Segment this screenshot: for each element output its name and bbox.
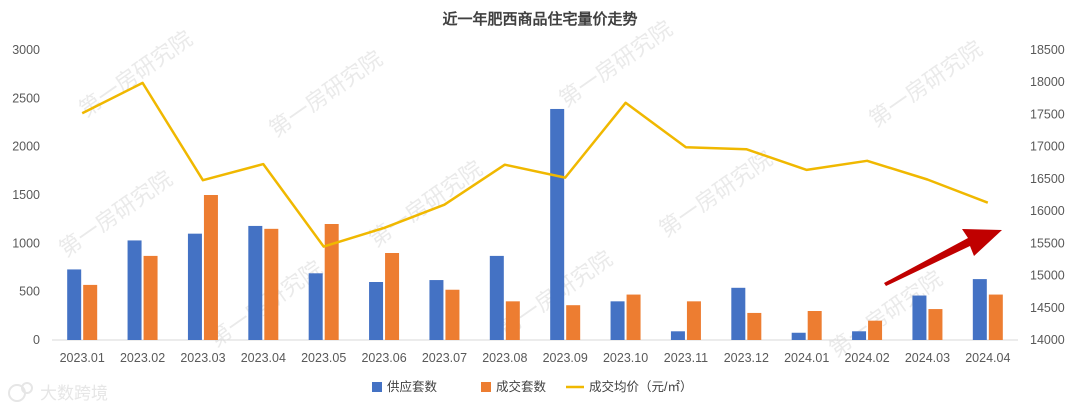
right-tick-label: 18500 xyxy=(1030,43,1065,57)
bar-transaction xyxy=(203,195,218,340)
x-tick-label: 2023.10 xyxy=(603,351,648,365)
bar-transaction xyxy=(324,224,339,340)
bar-transaction xyxy=(264,228,279,340)
bar-supply xyxy=(972,279,987,340)
watermark-text: 第一房研究院 xyxy=(265,47,387,143)
bar-supply xyxy=(187,233,202,340)
left-tick-label: 500 xyxy=(19,285,40,299)
bar-transaction xyxy=(143,255,158,340)
bar-supply xyxy=(550,108,565,340)
right-tick-label: 16000 xyxy=(1030,204,1065,218)
bar-supply xyxy=(489,255,504,340)
left-axis: 3000 2500 2000 1500 1000 500 0 xyxy=(12,43,40,347)
bar-supply xyxy=(731,287,746,340)
bar-supply xyxy=(852,331,867,340)
watermark-text: 第一房研究院 xyxy=(865,37,987,133)
x-tick-label: 2023.03 xyxy=(180,351,225,365)
legend-label: 成交均价（元/㎡） xyxy=(589,379,692,394)
bar-transaction xyxy=(868,320,883,340)
right-tick-label: 16500 xyxy=(1030,172,1065,186)
x-tick-label: 2023.09 xyxy=(543,351,588,365)
bar-transaction xyxy=(566,305,581,340)
x-tick-label: 2023.07 xyxy=(422,351,467,365)
watermark-text: 第一房研究院 xyxy=(365,157,487,253)
right-tick-label: 17000 xyxy=(1030,140,1065,154)
x-tick-label: 2023.08 xyxy=(482,351,527,365)
x-tick-label: 2023.02 xyxy=(120,351,165,365)
bar-transaction xyxy=(445,289,460,340)
bar-supply xyxy=(791,332,806,340)
right-tick-label: 14500 xyxy=(1030,301,1065,315)
left-tick-label: 2000 xyxy=(12,140,40,154)
bar-supply xyxy=(308,273,323,340)
bar-supply xyxy=(248,225,263,340)
chart-title: 近一年肥西商品住宅量价走势 xyxy=(442,10,637,28)
x-tick-label: 2024.01 xyxy=(784,351,829,365)
watermark-text: 第一房研究院 xyxy=(655,147,777,243)
brand-logo: 大数跨境 xyxy=(8,382,108,404)
bar-transaction xyxy=(686,301,701,340)
legend-swatch xyxy=(481,382,491,392)
bars-layer xyxy=(67,108,1003,340)
line-layer xyxy=(81,81,989,248)
x-tick-label: 2023.01 xyxy=(60,351,105,365)
bar-supply xyxy=(429,280,444,340)
right-tick-label: 15000 xyxy=(1030,269,1065,283)
bar-supply xyxy=(912,295,927,340)
left-tick-label: 1000 xyxy=(12,236,40,250)
watermark-text: 第一房研究院 xyxy=(55,167,177,263)
legend-swatch xyxy=(372,382,382,392)
trend-arrow-shape xyxy=(884,229,1002,286)
x-tick-label: 2024.04 xyxy=(965,351,1010,365)
bar-transaction xyxy=(626,294,641,340)
right-tick-label: 15500 xyxy=(1030,236,1065,250)
x-tick-label: 2023.11 xyxy=(664,351,708,365)
x-tick-label: 2023.04 xyxy=(241,351,286,365)
watermark-text: 第一房研究院 xyxy=(555,17,677,113)
bar-transaction xyxy=(385,253,400,340)
x-tick-label: 2023.06 xyxy=(361,351,406,365)
bar-supply xyxy=(610,301,625,340)
right-tick-label: 18000 xyxy=(1030,75,1065,89)
bar-supply xyxy=(67,269,82,340)
bar-supply xyxy=(369,282,384,340)
brand-logo-icon-2 xyxy=(21,382,33,394)
left-tick-label: 1500 xyxy=(12,188,40,202)
right-axis: 18500 18000 17500 17000 16500 16000 15500 15000… xyxy=(1030,43,1065,347)
left-tick-label: 0 xyxy=(33,333,40,347)
left-tick-label: 2500 xyxy=(12,91,40,105)
legend-label: 供应套数 xyxy=(387,379,438,394)
legend-label: 成交套数 xyxy=(496,379,547,394)
bar-transaction xyxy=(83,284,98,340)
x-tick-label: 2024.02 xyxy=(844,351,889,365)
x-tick-label: 2024.03 xyxy=(905,351,950,365)
left-tick-label: 3000 xyxy=(12,43,40,57)
trend-arrow xyxy=(884,229,1002,286)
bar-transaction xyxy=(505,301,520,340)
x-axis: 2023.01 2023.02 2023.03 2023.04 2023.05 2023.… xyxy=(60,351,1011,365)
x-tick-label: 2023.05 xyxy=(301,351,346,365)
right-tick-label: 17500 xyxy=(1030,107,1065,121)
bar-transaction xyxy=(928,309,943,340)
bar-transaction xyxy=(747,312,762,340)
bar-transaction xyxy=(988,294,1003,340)
right-tick-label: 14000 xyxy=(1030,333,1065,347)
price-line xyxy=(81,81,989,248)
legend: 供应套数 成交套数 成交均价（元/㎡） xyxy=(372,379,692,394)
bar-transaction xyxy=(807,311,822,340)
bar-supply xyxy=(127,240,142,340)
brand-text: 大数跨境 xyxy=(40,384,108,404)
x-tick-label: 2023.12 xyxy=(724,351,769,365)
bar-supply xyxy=(670,331,685,340)
